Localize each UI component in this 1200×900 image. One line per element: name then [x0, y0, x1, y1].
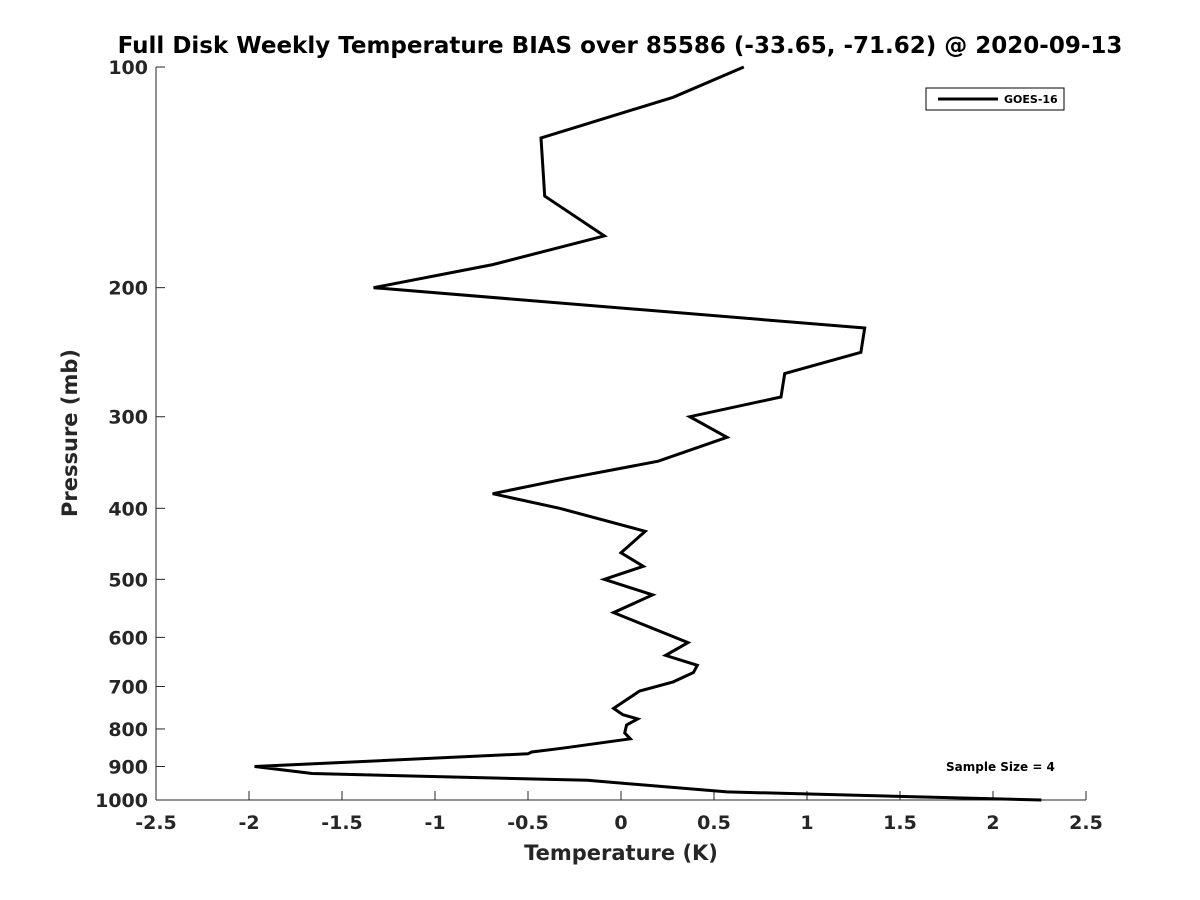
x-tick-label: 1 — [800, 812, 813, 834]
sample-size-annotation: Sample Size = 4 — [946, 760, 1055, 774]
x-tick-label: -1 — [424, 812, 445, 834]
y-ticks: 100 200 300 400 500 600 700 800 900 1000 — [95, 57, 165, 812]
x-tick-label: -2.5 — [135, 812, 177, 834]
y-tick-label: 500 — [108, 569, 148, 591]
x-tick-label: -2 — [238, 812, 259, 834]
y-axis-label: Pressure (mb) — [58, 349, 82, 517]
x-tick-label: -0.5 — [507, 812, 549, 834]
chart-title: Full Disk Weekly Temperature BIAS over 8… — [118, 33, 1123, 59]
y-tick-label: 1000 — [95, 790, 148, 812]
x-axis-label: Temperature (K) — [524, 841, 718, 865]
y-tick-label: 300 — [108, 407, 148, 429]
y-tick-label: 800 — [108, 719, 148, 741]
y-tick-label: 600 — [108, 627, 148, 649]
y-tick-label: 100 — [108, 57, 148, 79]
y-tick-label: 900 — [108, 756, 148, 778]
y-tick-label: 400 — [108, 498, 148, 520]
series-layer — [254, 65, 1042, 802]
legend-label-goes16: GOES-16 — [1004, 93, 1058, 106]
x-tick-label: 0.5 — [697, 812, 731, 834]
legend: GOES-16 — [925, 87, 1065, 111]
x-tick-label: 0 — [614, 812, 627, 834]
x-tick-label: 1.5 — [883, 812, 917, 834]
plot-axes — [155, 67, 1086, 801]
x-tick-label: 2 — [986, 812, 999, 834]
x-tick-label: -1.5 — [321, 812, 363, 834]
x-tick-label: 2.5 — [1069, 812, 1103, 834]
y-tick-label: 700 — [108, 676, 148, 698]
x-ticks: -2.5 -2 -1.5 -1 -0.5 0 0.5 1 1.5 2 2.5 — [135, 791, 1103, 834]
y-tick-label: 200 — [108, 278, 148, 300]
series-line-goes16 — [254, 65, 1042, 802]
